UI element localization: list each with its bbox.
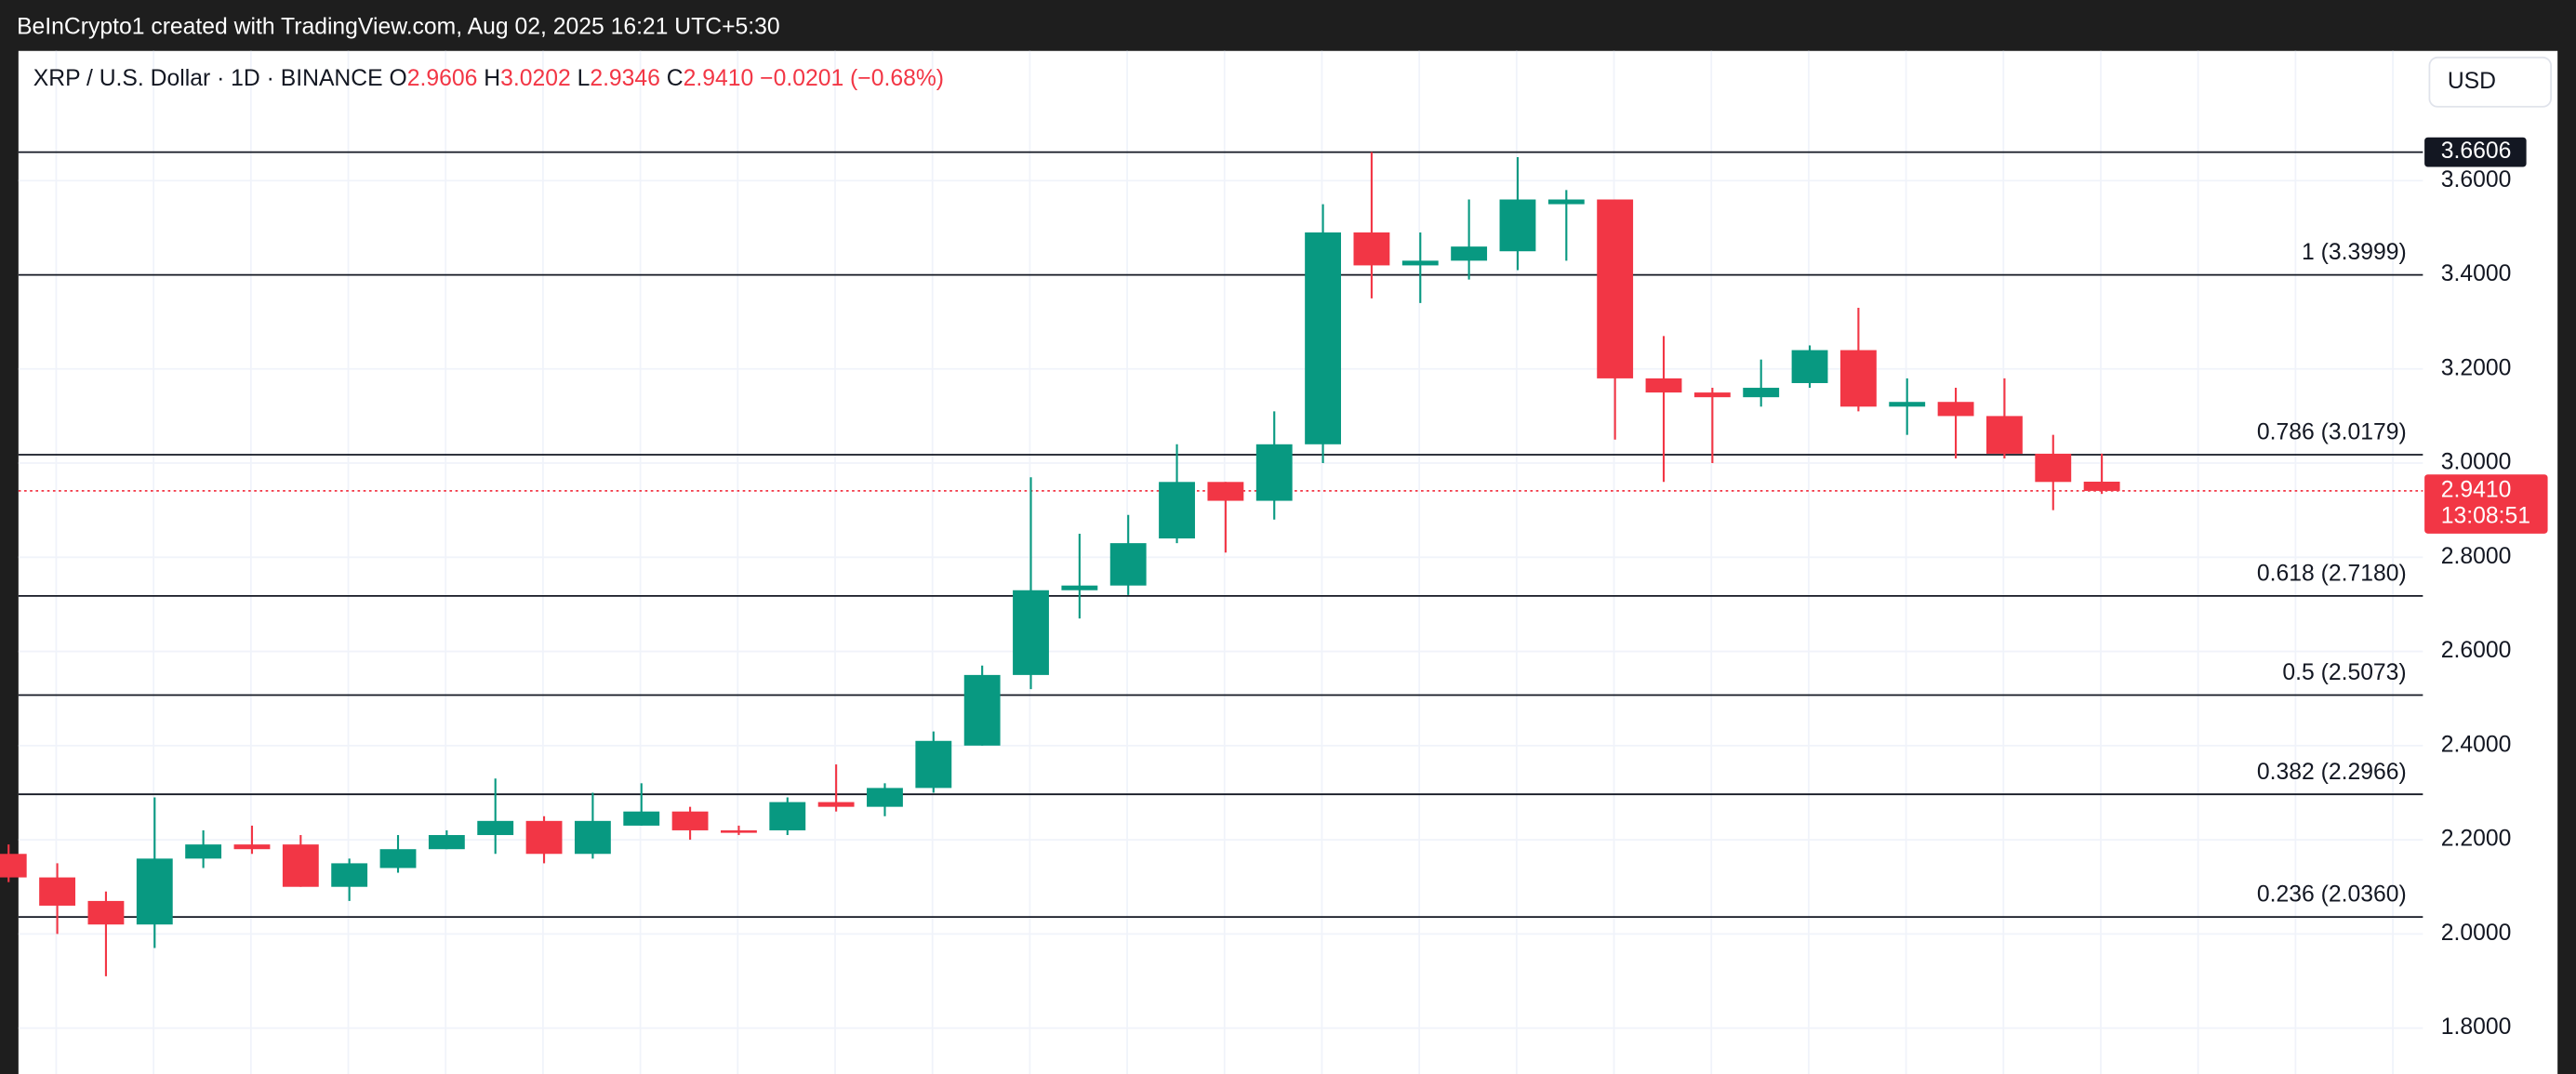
legend-key: H	[484, 65, 500, 90]
body	[136, 858, 173, 925]
body	[1693, 392, 1731, 398]
button-label[interactable]: USD	[2448, 69, 2496, 94]
high-tag	[2424, 137, 2527, 167]
y-tick-label: 3.4000	[2441, 261, 2512, 286]
body	[1109, 543, 1147, 586]
body	[1061, 585, 1098, 590]
grid	[18, 50, 2423, 1074]
body	[1547, 199, 1585, 205]
body	[671, 811, 709, 830]
body	[233, 844, 271, 850]
price-tag-label: 2.9410	[2441, 477, 2512, 502]
y-tick-label: 2.2000	[2441, 827, 2512, 852]
body	[2035, 453, 2072, 483]
body	[525, 820, 563, 855]
body	[282, 844, 319, 887]
body	[2083, 481, 2120, 491]
legend-value: 2.9606	[407, 65, 478, 90]
body	[1255, 444, 1293, 501]
body	[331, 863, 368, 887]
body	[1645, 378, 1682, 393]
legend-value: 2.9410	[684, 65, 754, 90]
body	[1597, 199, 1634, 378]
body	[1207, 482, 1244, 501]
legend: XRP / U.S. Dollar · 1D · BINANCE O2.9606…	[33, 65, 944, 90]
button-box[interactable]	[2428, 56, 2552, 108]
body	[1499, 199, 1536, 252]
body	[87, 900, 125, 925]
legend-key: C	[667, 65, 684, 90]
candles	[0, 152, 2120, 976]
high-tag-label: 3.6606	[2441, 139, 2512, 164]
body	[379, 849, 417, 868]
y-tick-label: 2.8000	[2441, 544, 2512, 569]
body	[1839, 350, 1877, 407]
body	[1159, 482, 1195, 539]
price-tag	[2424, 474, 2548, 534]
body	[915, 740, 952, 789]
fib-label: 0.786 (3.0179)	[2257, 420, 2407, 445]
y-tick-label: 2.6000	[2441, 638, 2512, 663]
body	[574, 820, 611, 855]
price-axis: 1.8000 2.0000 2.2000 2.4000 2.6000 2.8000 3.00…	[2424, 137, 2548, 1040]
body	[1353, 232, 1390, 266]
body	[1451, 246, 1488, 261]
fib-label: 0.236 (2.0360)	[2257, 882, 2407, 908]
legend-key: L	[578, 65, 591, 90]
body	[1985, 416, 2023, 454]
body	[817, 802, 855, 807]
legend-change: −0.0201 (−0.68%)	[760, 65, 944, 90]
body	[963, 674, 1001, 746]
body	[769, 802, 806, 830]
body	[428, 835, 465, 850]
y-tick-label: 3.6000	[2441, 167, 2512, 192]
legend-key: O	[390, 65, 407, 90]
y-tick-label: 1.8000	[2441, 1014, 2512, 1040]
y-tick-label: 2.4000	[2441, 732, 2512, 757]
body	[1013, 590, 1049, 675]
body	[1401, 260, 1439, 266]
legend-value: 3.0202	[500, 65, 571, 90]
body	[1791, 350, 1828, 383]
y-tick-label: 2.0000	[2441, 921, 2512, 946]
body	[623, 811, 660, 826]
fib-label: 0.5 (2.5073)	[2282, 660, 2406, 685]
legend-value: 2.9346	[590, 65, 660, 90]
currency-button[interactable]: USD	[2428, 56, 2552, 108]
fib-label: 1 (3.3999)	[2302, 240, 2407, 265]
body	[1937, 402, 1974, 417]
symbol: XRP / U.S. Dollar · 1D · BINANCE	[33, 65, 383, 90]
body	[185, 844, 222, 859]
fib-label: 0.382 (2.2966)	[2257, 760, 2407, 785]
header: BeInCrypto1 created with TradingView.com…	[17, 15, 780, 40]
fib-label: 0.618 (2.7180)	[2257, 561, 2407, 586]
body	[1305, 232, 1342, 444]
body	[721, 829, 757, 833]
chart-pane	[18, 50, 2558, 1074]
body	[867, 788, 903, 807]
y-tick-label: 3.2000	[2441, 355, 2512, 380]
body	[1743, 388, 1780, 398]
y-tick-label: 3.0000	[2441, 450, 2512, 475]
body	[39, 877, 76, 906]
body	[477, 820, 514, 836]
body	[0, 854, 27, 878]
body	[1889, 402, 1926, 407]
countdown: 13:08:51	[2441, 504, 2530, 529]
